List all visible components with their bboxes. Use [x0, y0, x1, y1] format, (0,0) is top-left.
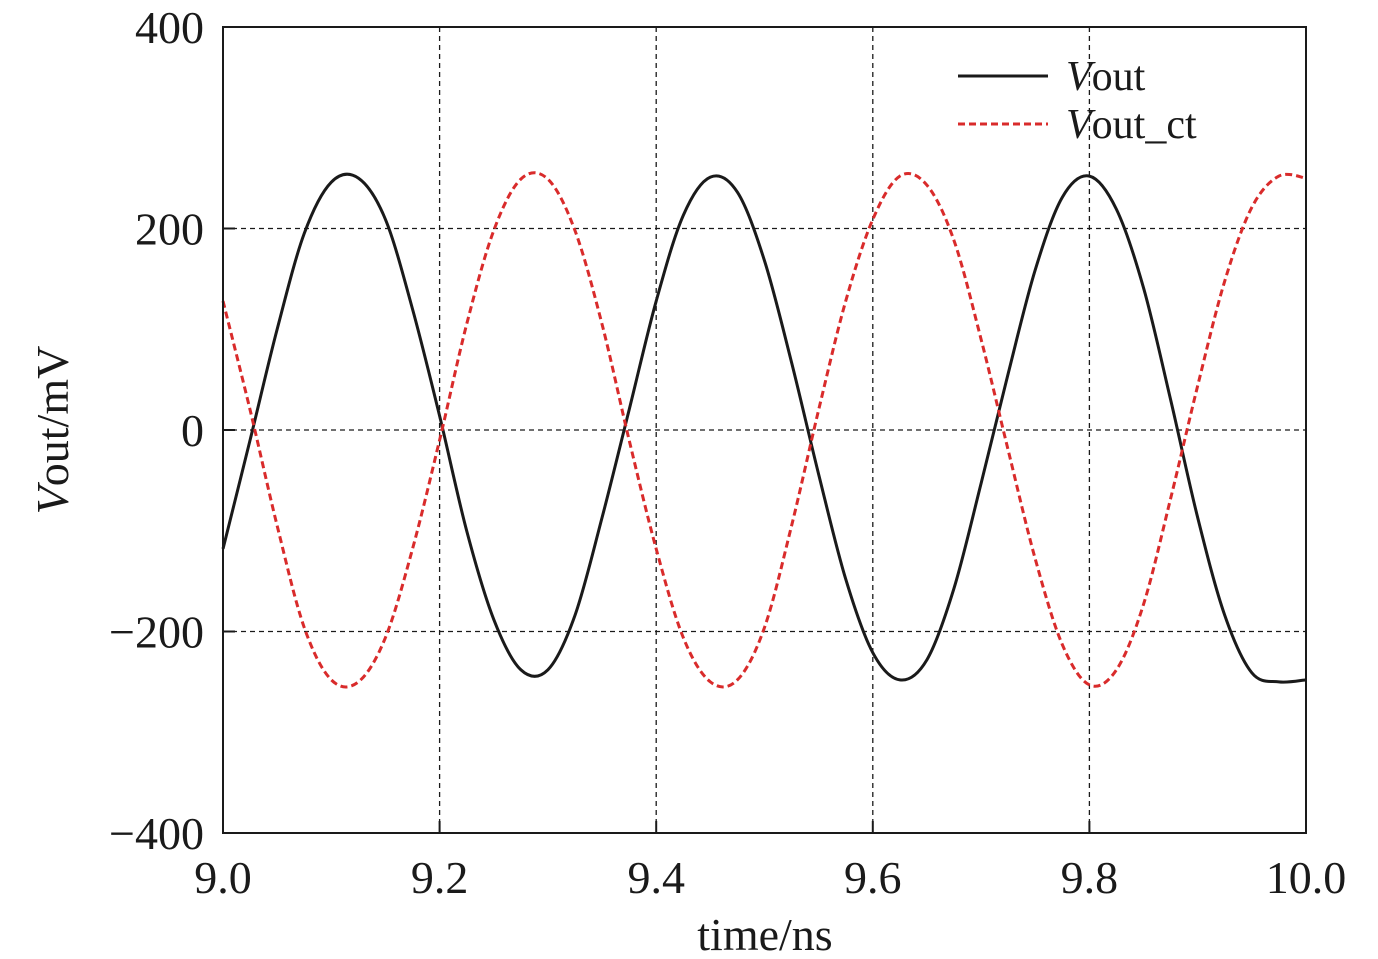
x-tick-labels: 9.0 9.2 9.4 9.6 9.8 10.0 — [194, 852, 1346, 903]
y-axis-label: Vout/mV — [27, 346, 78, 515]
y-tick-labels: −400 −200 0 200 400 — [109, 2, 204, 859]
legend-label-vout-ct: Vout_ct — [1066, 102, 1197, 148]
y-tick-label: −400 — [109, 808, 204, 859]
y-tick-label: −200 — [109, 607, 204, 658]
y-tick-label: 0 — [181, 405, 204, 456]
legend-label-vout-rest: out — [1092, 54, 1146, 100]
x-axis-label: time/ns — [697, 909, 832, 959]
legend-label-vout: Vout — [1066, 54, 1146, 100]
legend-label-vout-italic: V — [1066, 54, 1096, 100]
legend-label-vout-ct-rest: out_ct — [1092, 102, 1197, 148]
x-tick-label: 9.8 — [1061, 852, 1119, 903]
y-axis-label-italic: V — [27, 481, 78, 514]
x-tick-label: 9.0 — [194, 852, 252, 903]
legend-label-vout-ct-italic: V — [1066, 102, 1096, 148]
series-line-vout-ct — [221, 171, 1307, 689]
y-tick-label: 400 — [135, 2, 204, 53]
x-tick-label: 10.0 — [1266, 852, 1347, 903]
series-layer — [221, 171, 1307, 689]
series-line-vout — [221, 172, 1307, 684]
x-tick-label: 9.6 — [844, 852, 902, 903]
x-tick-label: 9.2 — [411, 852, 469, 903]
axis-ticks — [222, 26, 1307, 834]
x-tick-label: 9.4 — [627, 852, 685, 903]
legend: Vout Vout_ct — [958, 54, 1197, 148]
y-tick-label: 200 — [135, 204, 204, 255]
y-axis-label-rest: out/mV — [27, 346, 78, 487]
